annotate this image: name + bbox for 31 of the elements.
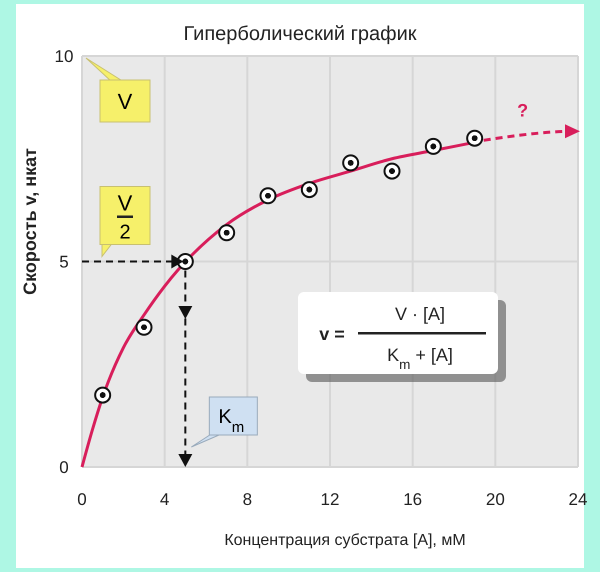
annotation: V bbox=[118, 89, 133, 114]
x-axis-title: Концентрация субстрата [A], мМ bbox=[224, 532, 466, 549]
point bbox=[176, 253, 194, 270]
y-tick-label: 0 bbox=[59, 458, 69, 477]
x-tick-label: 0 bbox=[77, 490, 87, 509]
x-tick-label: 4 bbox=[160, 490, 170, 509]
annotation: v = bbox=[319, 324, 345, 344]
x-tick-label: 8 bbox=[242, 490, 252, 509]
x-tick-label: 12 bbox=[320, 490, 340, 509]
y-tick-label: 10 bbox=[54, 47, 74, 66]
point bbox=[94, 386, 112, 404]
point bbox=[300, 181, 318, 198]
point bbox=[466, 130, 484, 147]
x-tick-label: 24 bbox=[568, 490, 588, 509]
annotation: K$_{m}$ bbox=[218, 406, 244, 436]
x-tick-label: 20 bbox=[486, 490, 505, 509]
chart-title: Гиперболический график bbox=[183, 23, 417, 45]
y-tick-label: 5 bbox=[59, 252, 69, 272]
point bbox=[384, 162, 400, 180]
point bbox=[342, 154, 360, 172]
annotation: V bbox=[118, 190, 133, 216]
y-axis-title: Скорость v, нкат bbox=[20, 148, 40, 295]
annotation: 2 bbox=[119, 222, 131, 244]
annotation: V · [A] bbox=[394, 304, 446, 324]
point bbox=[424, 138, 442, 155]
point bbox=[218, 224, 236, 242]
annotation: K$_{m}$ + [A] bbox=[387, 345, 453, 372]
point bbox=[136, 318, 152, 336]
x-tick-label: 16 bbox=[403, 490, 422, 509]
annotation: ? bbox=[517, 100, 528, 120]
point bbox=[260, 187, 276, 204]
